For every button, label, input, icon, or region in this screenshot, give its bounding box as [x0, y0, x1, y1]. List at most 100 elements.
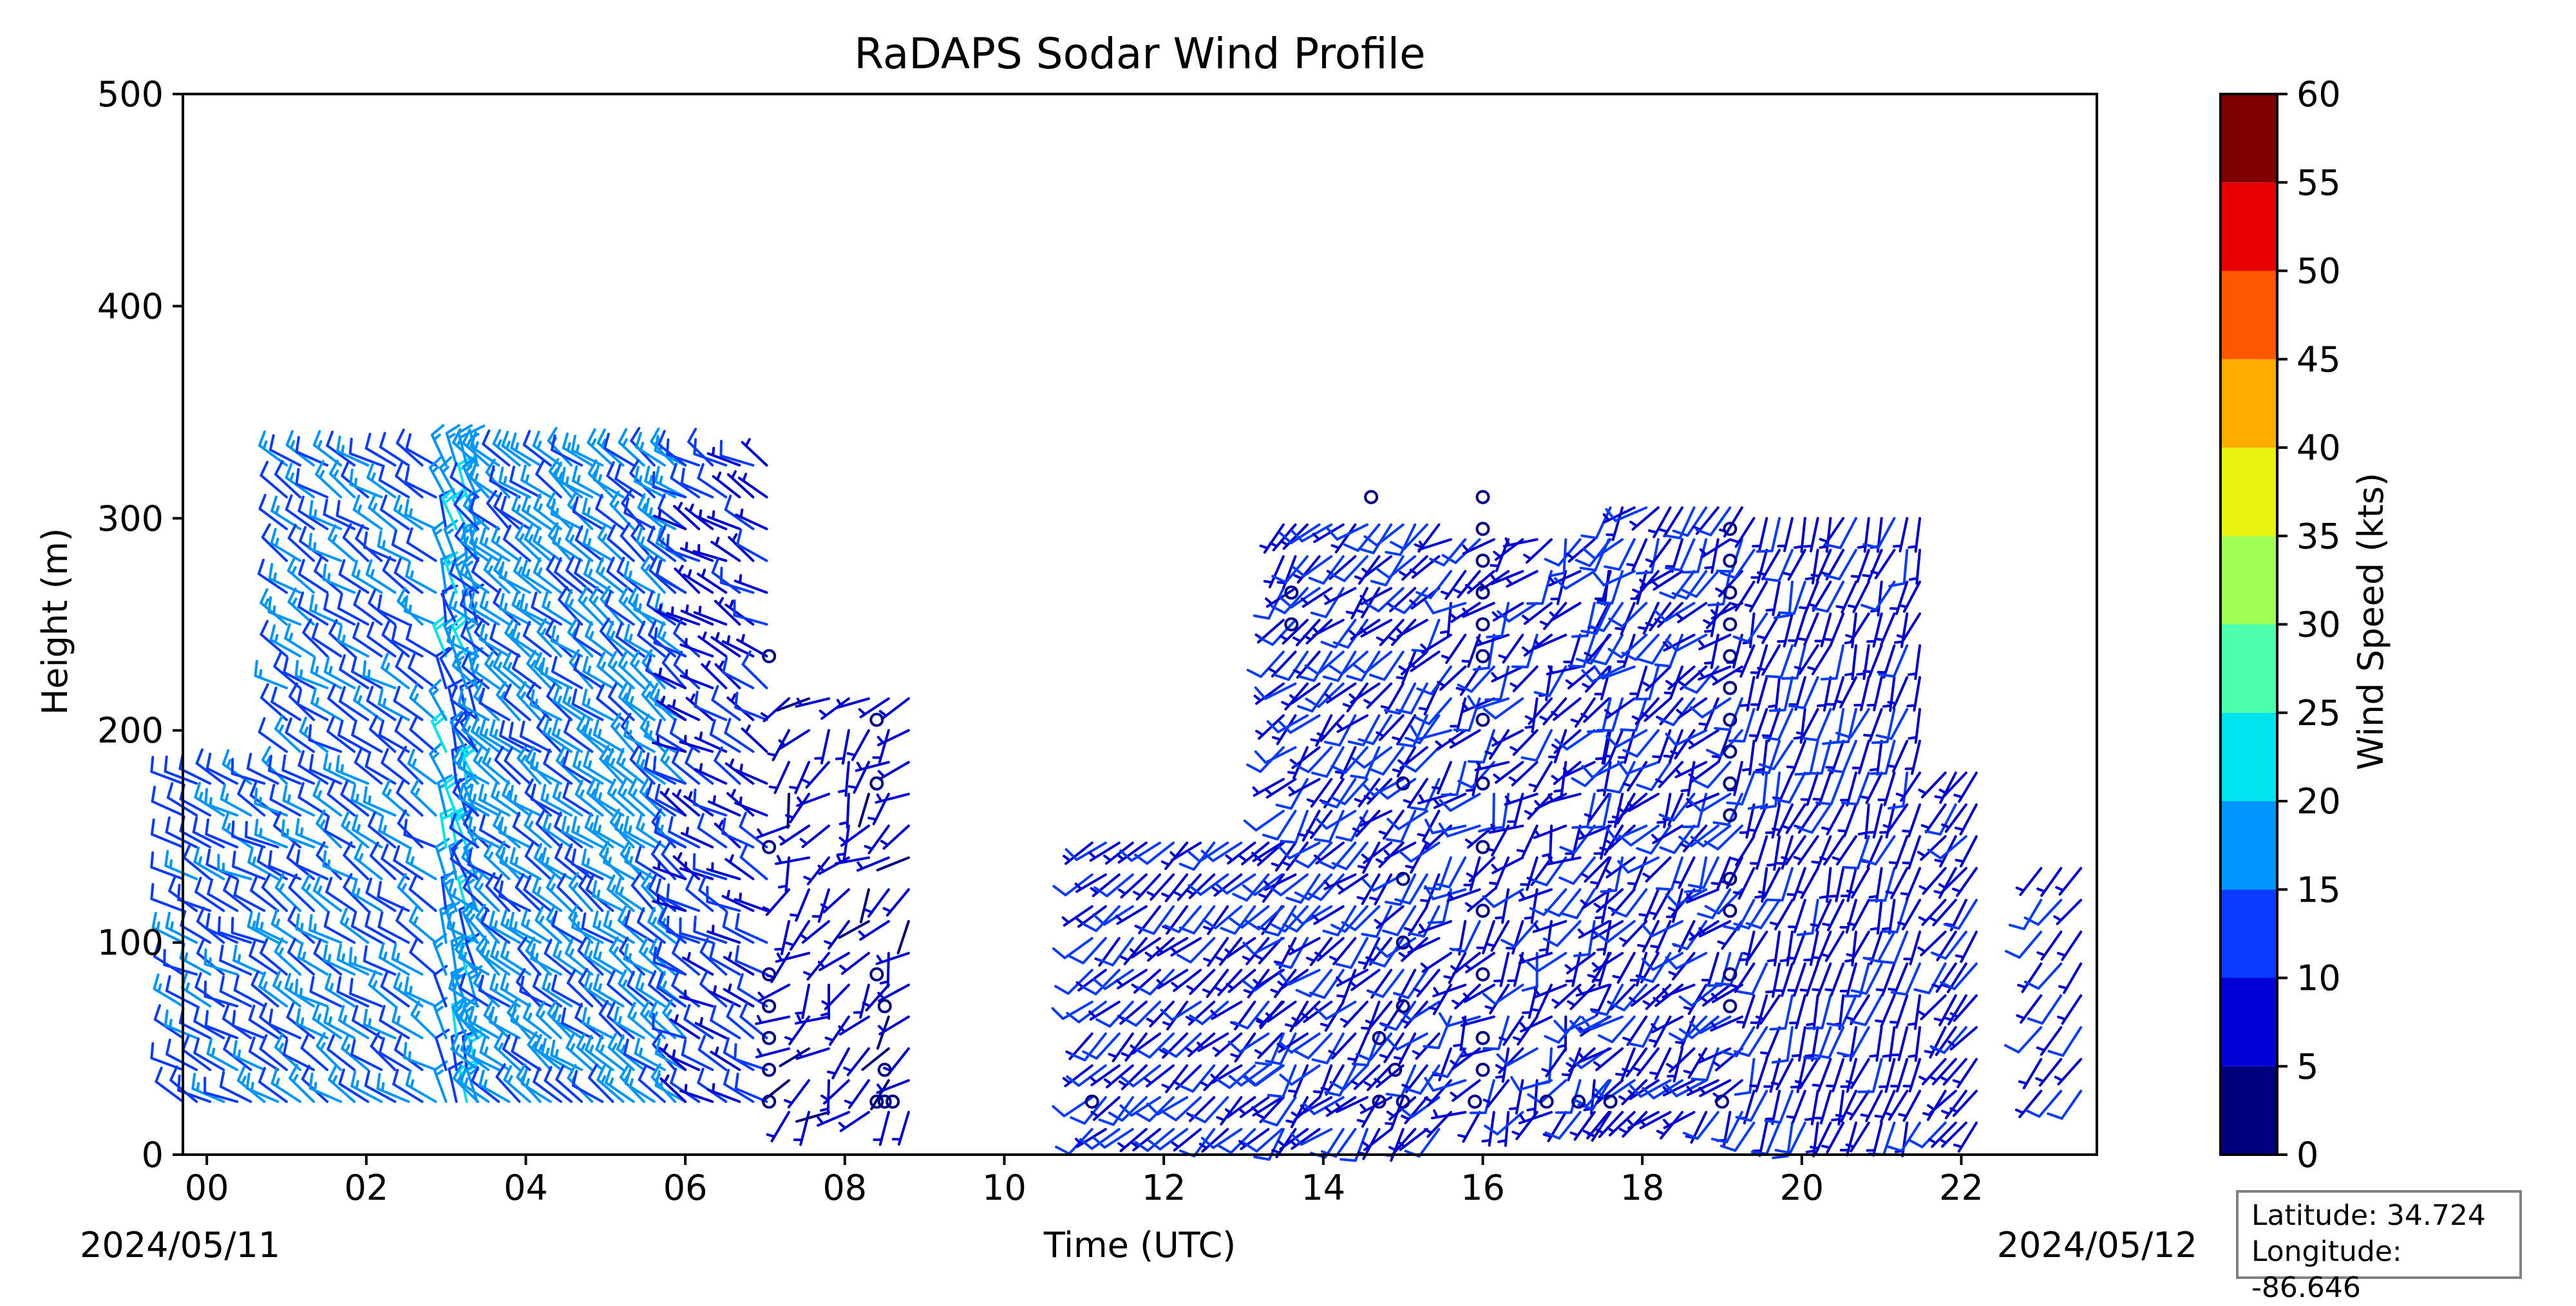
wind-barb	[558, 585, 583, 626]
wind-barb	[1433, 793, 1467, 809]
wind-barb	[1390, 523, 1428, 551]
calm-marker	[1723, 967, 1738, 982]
wind-barb	[1927, 835, 1967, 860]
wind-barb	[1259, 523, 1285, 554]
wind-barb	[627, 1001, 656, 1039]
wind-barb	[1698, 1079, 1732, 1097]
wind-barb	[636, 907, 666, 944]
wind-barb	[1593, 665, 1636, 680]
wind-barb	[1288, 778, 1321, 797]
wind-barb	[1565, 952, 1582, 987]
wind-barb	[1887, 771, 1909, 810]
wind-barb	[1306, 873, 1345, 902]
wind-barb	[1520, 729, 1553, 762]
wind-barb	[1850, 962, 1883, 995]
wind-barb	[1683, 1047, 1708, 1079]
wind-barb	[626, 970, 656, 1008]
wind-barb	[268, 1008, 301, 1039]
wind-barb	[535, 460, 562, 498]
wind-barb	[1810, 549, 1832, 582]
wind-barb	[1397, 1128, 1428, 1151]
wind-barb	[755, 1047, 791, 1059]
wind-barb	[452, 1064, 480, 1103]
wind-barb	[1214, 969, 1243, 996]
wind-barb	[1271, 841, 1297, 872]
wind-barb	[536, 714, 562, 753]
wind-barb	[1787, 898, 1806, 934]
wind-barb	[824, 920, 850, 950]
wind-barb	[529, 689, 562, 721]
wind-barb	[1832, 835, 1857, 866]
wind-barb	[824, 1015, 850, 1046]
calm-marker	[1475, 712, 1490, 727]
wind-barb	[1645, 538, 1672, 568]
wind-barb	[1120, 937, 1148, 965]
wind-barb	[1460, 1015, 1495, 1027]
wind-barb	[150, 755, 184, 785]
wind-barb	[799, 920, 830, 944]
wind-barb	[595, 1034, 625, 1072]
wind-barb	[627, 779, 656, 817]
wind-barb	[1870, 549, 1896, 580]
wind-barb	[1383, 682, 1417, 715]
wind-barb	[1243, 809, 1285, 832]
wind-barb	[723, 983, 755, 1008]
wind-barb	[233, 974, 266, 1008]
wind-barb	[1410, 725, 1452, 741]
wind-barb	[1476, 920, 1495, 954]
wind-barb	[1363, 523, 1405, 547]
wind-barb	[1203, 937, 1229, 967]
wind-barb	[1866, 612, 1883, 648]
wind-barb	[1409, 778, 1441, 811]
wind-barb	[1654, 601, 1684, 629]
wind-barb	[1074, 873, 1107, 893]
wind-barb	[1648, 1015, 1672, 1048]
wind-barb	[1604, 697, 1636, 719]
wind-barb	[1562, 761, 1596, 778]
wind-barb	[1582, 538, 1624, 560]
wind-barb	[1146, 873, 1175, 901]
wind-barb	[1892, 516, 1909, 553]
wind-barb	[671, 747, 701, 785]
wind-barb	[342, 523, 370, 562]
wind-barb	[618, 683, 645, 721]
wind-barb	[1256, 1000, 1285, 1028]
wind-barb	[502, 524, 531, 562]
wind-barb	[1880, 898, 1909, 934]
colorbar-tick-label: 10	[2297, 958, 2341, 999]
wind-barb	[351, 656, 383, 690]
wind-barb	[835, 697, 870, 710]
wind-barb	[1906, 676, 1922, 712]
wind-barb	[1329, 1064, 1368, 1091]
wind-barb	[550, 1039, 583, 1072]
wind-barb	[1666, 1047, 1696, 1074]
wind-barb	[467, 816, 500, 849]
wind-barb	[395, 461, 424, 498]
wind-barb	[2036, 1026, 2063, 1056]
wind-barb	[1857, 516, 1870, 553]
wind-barb	[1332, 618, 1368, 649]
wind-barb	[659, 788, 687, 817]
wind-barb	[489, 465, 521, 498]
wind-barb	[1777, 612, 1794, 648]
wind-barb	[520, 464, 552, 498]
wind-barb	[219, 944, 252, 976]
calm-marker	[1475, 617, 1490, 632]
wind-barb	[1420, 634, 1452, 654]
wind-barb	[803, 856, 830, 885]
wind-barb	[448, 591, 480, 626]
wind-barb	[878, 697, 910, 721]
wind-barb	[1289, 682, 1321, 705]
wind-barb	[1812, 962, 1832, 997]
wind-barb	[471, 556, 500, 594]
wind-barb	[1769, 994, 1794, 1031]
wind-barb	[1642, 665, 1672, 692]
wind-barb	[1761, 708, 1781, 743]
wind-barb	[1852, 739, 1870, 775]
wind-barb	[1580, 506, 1612, 540]
wind-barb	[405, 433, 437, 467]
wind-barb	[652, 946, 687, 976]
wind-barb	[1187, 841, 1229, 863]
colorbar-segment	[2221, 978, 2277, 1066]
wind-barb	[638, 1065, 666, 1103]
